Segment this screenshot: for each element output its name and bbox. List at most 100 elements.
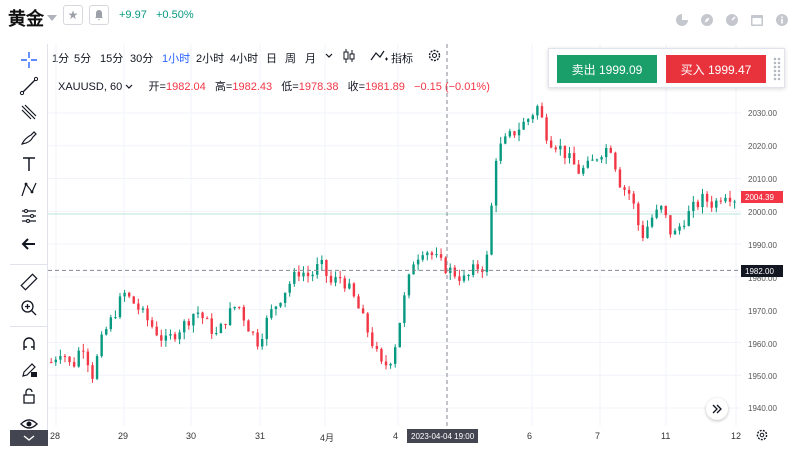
toolbar-collapse-button[interactable] <box>10 430 48 446</box>
pattern-icon[interactable] <box>19 180 39 200</box>
price-label: 1990.00 <box>748 241 777 250</box>
candle-body <box>297 271 301 277</box>
candle-body <box>59 356 62 360</box>
pitchfork-icon[interactable] <box>19 102 39 122</box>
candle-body <box>338 277 342 279</box>
price-label: 2000.00 <box>748 208 777 217</box>
timeframe-4h[interactable]: 4小时 <box>230 53 259 65</box>
candle-body <box>169 334 172 336</box>
measure-icon[interactable] <box>19 206 39 226</box>
drag-handle[interactable] <box>773 57 781 81</box>
high-label: 高= <box>214 81 233 93</box>
candle-body <box>283 292 287 303</box>
crosshair-icon[interactable] <box>19 50 39 70</box>
candle-body <box>554 147 557 150</box>
star-icon[interactable]: ★ <box>63 5 83 25</box>
time-axis[interactable]: 28 29 30 31 4月 4 6 7 11 12 2023-04-04 19… <box>48 426 741 446</box>
candle-body <box>412 264 415 275</box>
crosshair-time-tag: 2023-04-04 19:00 <box>407 429 479 443</box>
open-label: 开= <box>148 81 166 93</box>
candle-body <box>343 278 346 289</box>
back-arrow-icon[interactable] <box>19 234 39 254</box>
price-axis[interactable]: 2030.00 2020.00 2010.00 2000.00 1990.00 … <box>741 44 800 426</box>
candle-body <box>586 160 590 168</box>
candle-body <box>91 365 94 379</box>
close-label: 收= <box>347 81 366 93</box>
legend-symbol[interactable]: XAUUSD, 60 <box>58 81 123 93</box>
candle-body <box>609 147 612 153</box>
chart-pane[interactable] <box>48 44 741 426</box>
candle-body <box>655 209 658 218</box>
candle-body <box>201 312 204 319</box>
candle-body <box>334 277 337 283</box>
candle-body <box>682 225 686 227</box>
candle-body <box>458 276 461 281</box>
candle-body <box>485 254 489 272</box>
magnet-icon[interactable] <box>19 334 39 354</box>
candle-body <box>540 106 544 118</box>
pencil-lock-icon[interactable] <box>19 360 39 380</box>
candles-icon[interactable] <box>342 48 356 64</box>
candle-body <box>623 187 626 190</box>
candle-body <box>155 326 158 336</box>
candlestick-chart[interactable] <box>48 44 741 426</box>
sell-button[interactable]: 卖出 1999.09 <box>557 55 657 83</box>
candle-body <box>536 106 539 116</box>
time-label: 6 <box>527 431 533 441</box>
candle-body <box>361 308 365 314</box>
price-label: 1940.00 <box>748 404 777 413</box>
gauge-icon[interactable] <box>725 13 739 27</box>
lock-icon[interactable] <box>19 386 39 406</box>
candle-body <box>678 226 681 231</box>
zoom-in-icon[interactable] <box>19 298 39 318</box>
trend-line-icon[interactable] <box>19 76 39 96</box>
ruler-icon[interactable] <box>19 272 39 292</box>
scroll-to-realtime-button[interactable] <box>706 398 728 420</box>
timeframe-week[interactable]: 周 <box>285 53 296 65</box>
compass-icon[interactable] <box>700 13 714 27</box>
calendar-icon[interactable] <box>750 13 764 27</box>
candle-body <box>499 143 502 161</box>
candle-body <box>728 197 732 202</box>
text-tool-icon[interactable] <box>19 154 39 174</box>
candle-body <box>100 334 103 357</box>
candle-body <box>215 333 218 335</box>
price-label: 2020.00 <box>748 142 777 151</box>
price-label: 1960.00 <box>748 340 777 349</box>
symbol-title[interactable]: 黄金 <box>8 9 44 29</box>
timeframe-2h[interactable]: 2小时 <box>196 53 225 65</box>
eye-icon[interactable] <box>19 414 39 434</box>
symbol-dropdown-icon[interactable] <box>47 15 57 21</box>
candle-body <box>224 323 227 326</box>
chevron-down-icon <box>23 435 35 441</box>
chevron-down-icon[interactable] <box>125 84 133 90</box>
candle-body <box>490 205 493 255</box>
candle-body <box>426 252 429 256</box>
indicators-icon[interactable] <box>370 48 390 64</box>
timeframe-30m[interactable]: 30分 <box>130 53 154 65</box>
candle-body <box>256 332 259 347</box>
timeframe-1h[interactable]: 1小时 <box>162 53 191 65</box>
candle-body <box>293 271 296 284</box>
timeframe-day[interactable]: 日 <box>266 53 277 65</box>
candle-body <box>572 153 576 165</box>
legend-change: −0.15 (−0.01%) <box>414 81 490 93</box>
candle-body <box>614 152 617 170</box>
change-percent: +0.50% <box>156 9 194 21</box>
settings-gear-icon[interactable] <box>427 48 442 63</box>
timeframe-5m[interactable]: 5分 <box>74 53 92 65</box>
candle-body <box>494 160 498 206</box>
timeframe-15m[interactable]: 15分 <box>100 53 124 65</box>
buy-button[interactable]: 买入 1999.47 <box>666 55 766 83</box>
change-absolute: +9.97 <box>119 9 147 21</box>
info-icon[interactable] <box>775 13 789 27</box>
chevron-down-icon[interactable] <box>325 53 333 59</box>
brush-icon[interactable] <box>19 128 39 148</box>
axis-settings-gear-icon[interactable] <box>755 428 769 442</box>
low-label: 低= <box>281 81 299 93</box>
indicators-button[interactable]: 指标 <box>391 53 413 65</box>
pie-chart-icon[interactable] <box>675 13 689 27</box>
timeframe-month[interactable]: 月 <box>305 53 316 65</box>
alert-bell-icon[interactable] <box>89 5 109 25</box>
